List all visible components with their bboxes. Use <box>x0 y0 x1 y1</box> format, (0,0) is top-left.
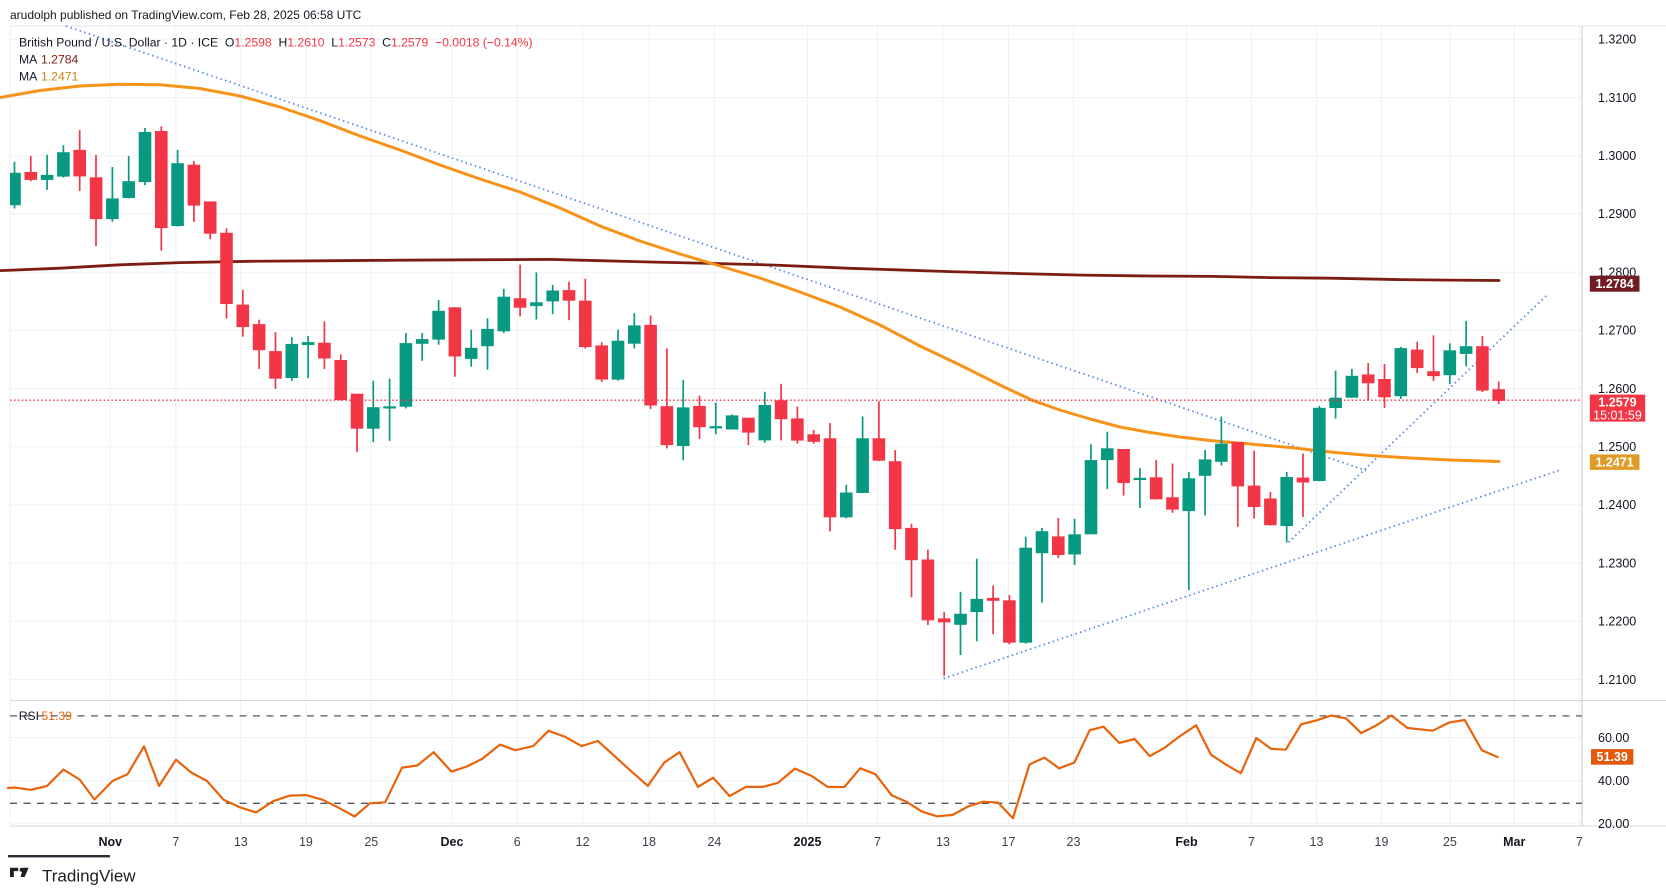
svg-text:6: 6 <box>514 835 521 849</box>
svg-text:7: 7 <box>172 835 179 849</box>
svg-text:1.3100: 1.3100 <box>1598 91 1636 105</box>
svg-text:19: 19 <box>299 835 313 849</box>
svg-text:7: 7 <box>874 835 881 849</box>
svg-text:MA: MA <box>19 70 38 84</box>
svg-text:TradingView: TradingView <box>42 867 136 886</box>
svg-text:Feb: Feb <box>1175 835 1198 849</box>
svg-text:1.2400: 1.2400 <box>1598 498 1636 512</box>
svg-text:25: 25 <box>364 835 378 849</box>
svg-text:1.3000: 1.3000 <box>1598 149 1636 163</box>
svg-text:2025: 2025 <box>794 835 822 849</box>
svg-text:1.2579: 1.2579 <box>1598 396 1636 410</box>
svg-text:18: 18 <box>642 835 656 849</box>
svg-text:1.2471: 1.2471 <box>41 70 78 84</box>
svg-text:51.39: 51.39 <box>41 709 72 723</box>
svg-text:1.2784: 1.2784 <box>1595 277 1633 291</box>
svg-text:1.2600: 1.2600 <box>1598 382 1636 396</box>
svg-text:British Pound / U.S. Dollar ·: British Pound / U.S. Dollar · 1D · ICE O… <box>19 36 533 50</box>
svg-text:1.2100: 1.2100 <box>1598 673 1636 687</box>
svg-text:7: 7 <box>1248 835 1255 849</box>
svg-text:1.2500: 1.2500 <box>1598 440 1636 454</box>
svg-text:51.39: 51.39 <box>1597 750 1628 764</box>
svg-text:Dec: Dec <box>441 835 464 849</box>
svg-text:7: 7 <box>1576 835 1583 849</box>
svg-text:1.2300: 1.2300 <box>1598 556 1636 570</box>
svg-text:Nov: Nov <box>98 835 122 849</box>
svg-text:13: 13 <box>1310 835 1324 849</box>
svg-text:1.2700: 1.2700 <box>1598 324 1636 338</box>
svg-text:1.2900: 1.2900 <box>1598 207 1636 221</box>
svg-text:40.00: 40.00 <box>1598 774 1629 788</box>
svg-text:1.3200: 1.3200 <box>1598 33 1636 47</box>
svg-text:arudolph published on TradingV: arudolph published on TradingView.com, F… <box>10 8 362 22</box>
svg-text:60.00: 60.00 <box>1598 731 1629 745</box>
svg-text:17: 17 <box>1002 835 1016 849</box>
svg-text:1.2471: 1.2471 <box>1595 455 1633 469</box>
svg-text:24: 24 <box>707 835 721 849</box>
svg-text:15:01:59: 15:01:59 <box>1593 408 1642 422</box>
svg-text:12: 12 <box>576 835 590 849</box>
svg-text:20.00: 20.00 <box>1598 817 1629 831</box>
svg-text:1.2784: 1.2784 <box>41 53 78 67</box>
svg-text:RSI: RSI <box>19 709 39 723</box>
svg-text:25: 25 <box>1443 835 1457 849</box>
svg-text:13: 13 <box>234 835 248 849</box>
svg-text:13: 13 <box>936 835 950 849</box>
svg-text:19: 19 <box>1375 835 1389 849</box>
svg-text:Mar: Mar <box>1503 835 1525 849</box>
svg-text:1.2200: 1.2200 <box>1598 615 1636 629</box>
svg-text:MA: MA <box>19 53 38 67</box>
svg-text:23: 23 <box>1067 835 1081 849</box>
